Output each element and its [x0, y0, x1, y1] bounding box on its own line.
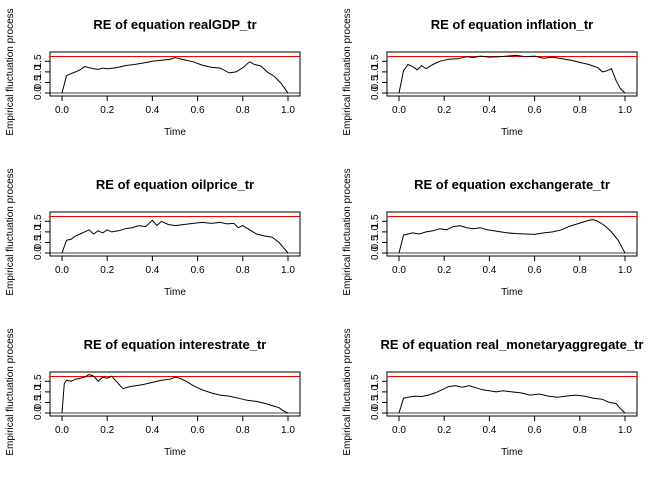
x-axis-label: Time: [164, 287, 186, 298]
y-axis-label: Empirical fluctuation process: [5, 328, 16, 455]
x-tick-label: 0.8: [236, 265, 250, 276]
x-tick-label: 0.4: [145, 425, 159, 436]
y-tick-label: 1.5: [33, 214, 44, 228]
fluctuation-line: [398, 54, 626, 94]
panel-5: RE of equation interestrate_tr 0.0 0.2 0.4 0…: [5, 328, 301, 458]
y-tick-label: 1.0: [33, 65, 44, 79]
x-tick-label: 0.4: [482, 265, 496, 276]
x-tick-label: 0.8: [236, 105, 250, 116]
y-tick-label: 0.5: [33, 235, 44, 249]
y-tick-label: 1.5: [370, 374, 381, 388]
y-tick-label: 1.5: [33, 54, 44, 68]
panel-1: RE of equation realGDP_tr 0.0 0.2 0.4 0.6 0.8…: [5, 8, 301, 138]
plot-frame: [49, 371, 301, 417]
y-axis-label: Empirical fluctuation process: [342, 168, 353, 295]
y-tick-label: 1.0: [370, 65, 381, 79]
x-tick-label: 0.4: [145, 105, 159, 116]
y-tick-label: 0.5: [33, 395, 44, 409]
y-axis-label: Empirical fluctuation process: [342, 8, 353, 135]
y-tick-label: 1.5: [370, 54, 381, 68]
plot-frame: [386, 371, 638, 417]
x-tick-label: 0.2: [100, 425, 114, 436]
fluctuation-line: [61, 56, 289, 94]
panel-title: RE of equation oilprice_tr: [96, 177, 254, 192]
panel-6: RE of equation real_monetaryaggregate_tr…: [342, 328, 643, 458]
y-tick-label: 0.5: [370, 395, 381, 409]
y-tick-label: 1.5: [33, 374, 44, 388]
x-tick-label: 1.0: [618, 105, 632, 116]
x-tick-label: 0.2: [437, 105, 451, 116]
x-axis-label: Time: [164, 127, 186, 138]
y-tick-label: 0.0: [370, 246, 381, 260]
x-tick-label: 0.2: [100, 265, 114, 276]
y-tick-label: 0.0: [33, 406, 44, 420]
y-axis-label: Empirical fluctuation process: [5, 168, 16, 295]
x-axis-label: Time: [501, 287, 523, 298]
panel-title: RE of equation interestrate_tr: [84, 337, 267, 352]
x-tick-label: 0.4: [145, 265, 159, 276]
panel-title: RE of equation exchangerate_tr: [414, 177, 610, 192]
y-tick-label: 0.0: [370, 86, 381, 100]
fluctuation-line: [398, 219, 626, 254]
y-tick-label: 1.0: [370, 225, 381, 239]
x-tick-label: 0.0: [392, 265, 406, 276]
panel-3: RE of equation oilprice_tr 0.0 0.2 0.4 0.6 0.…: [5, 168, 301, 298]
x-tick-label: 0.8: [573, 265, 587, 276]
plot-frame: [386, 211, 638, 257]
x-tick-label: 0.2: [100, 105, 114, 116]
panel-title: RE of equation real_monetaryaggregate_tr: [381, 337, 644, 352]
y-tick-label: 1.0: [33, 385, 44, 399]
x-tick-label: 1.0: [281, 425, 295, 436]
y-tick-label: 0.5: [370, 235, 381, 249]
fluctuation-line: [61, 219, 289, 254]
x-tick-label: 1.0: [618, 425, 632, 436]
y-tick-label: 0.5: [33, 75, 44, 89]
x-axis-label: Time: [501, 447, 523, 458]
fluctuation-line: [61, 374, 289, 414]
x-tick-label: 0.6: [528, 265, 542, 276]
x-tick-label: 0.6: [191, 425, 205, 436]
x-tick-label: 0.2: [437, 425, 451, 436]
y-tick-label: 0.0: [370, 406, 381, 420]
x-tick-label: 1.0: [281, 265, 295, 276]
fluctuation-line: [398, 385, 626, 414]
x-tick-label: 0.4: [482, 105, 496, 116]
x-tick-label: 0.6: [191, 105, 205, 116]
panel-4: RE of equation exchangerate_tr 0.0 0.2 0.4 0…: [342, 168, 638, 298]
plot-frame: [49, 51, 301, 97]
x-axis-label: Time: [164, 447, 186, 458]
x-tick-label: 0.8: [573, 425, 587, 436]
y-tick-label: 0.5: [370, 75, 381, 89]
x-tick-label: 0.6: [191, 265, 205, 276]
y-axis-label: Empirical fluctuation process: [342, 328, 353, 455]
x-tick-label: 1.0: [618, 265, 632, 276]
y-tick-label: 0.0: [33, 246, 44, 260]
x-tick-label: 0.0: [55, 105, 69, 116]
y-tick-label: 1.5: [370, 214, 381, 228]
panel-title: RE of equation realGDP_tr: [93, 17, 256, 32]
x-tick-label: 0.0: [392, 425, 406, 436]
panel-2: RE of equation inflation_tr 0.0 0.2 0.4 0.6 0…: [342, 8, 638, 138]
x-tick-label: 0.0: [55, 425, 69, 436]
x-tick-label: 1.0: [281, 105, 295, 116]
x-axis-label: Time: [501, 127, 523, 138]
x-tick-label: 0.0: [55, 265, 69, 276]
x-tick-label: 0.4: [482, 425, 496, 436]
x-tick-label: 0.0: [392, 105, 406, 116]
plot-frame: [386, 51, 638, 97]
x-tick-label: 0.8: [573, 105, 587, 116]
x-tick-label: 0.8: [236, 425, 250, 436]
y-tick-label: 0.0: [33, 86, 44, 100]
x-tick-label: 0.6: [528, 425, 542, 436]
x-tick-label: 0.2: [437, 265, 451, 276]
x-tick-label: 0.6: [528, 105, 542, 116]
y-axis-label: Empirical fluctuation process: [5, 8, 16, 135]
y-tick-label: 1.0: [370, 385, 381, 399]
y-tick-label: 1.0: [33, 225, 44, 239]
panel-title: RE of equation inflation_tr: [431, 17, 594, 32]
plot-frame: [49, 211, 301, 257]
